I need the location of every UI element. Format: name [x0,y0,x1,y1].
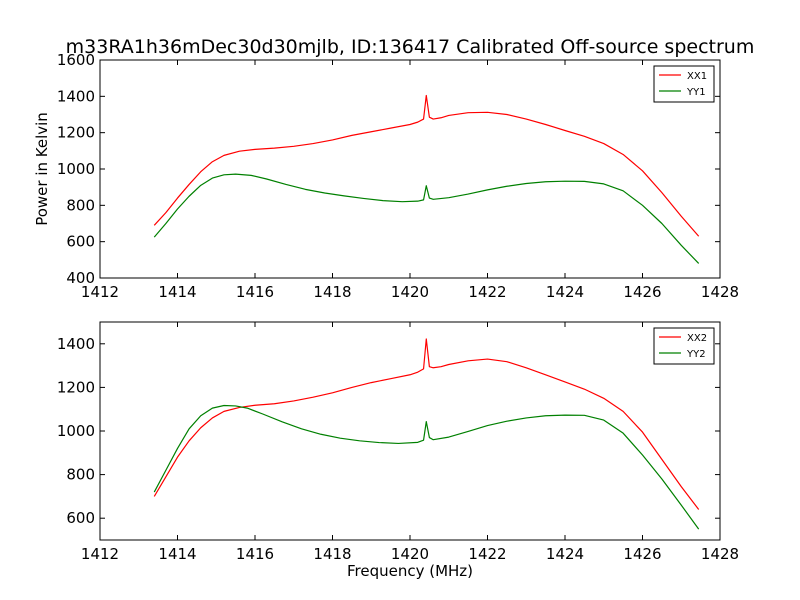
x-tick-label: 1428 [701,283,739,301]
legend-box [653,65,715,103]
legend-label-yy1: YY1 [686,87,706,98]
y-tick-label: 400 [66,269,95,287]
x-tick-label: 1422 [468,283,506,301]
x-tick-label: 1414 [158,545,196,563]
y-tick-label: 600 [66,509,95,527]
y-tick-label: 800 [66,466,95,484]
x-tick-label: 1414 [158,283,196,301]
x-tick-label: 1428 [701,545,739,563]
y-tick-label: 1400 [57,87,95,105]
y-tick-label: 1000 [57,422,95,440]
bottom-panel: Frequency (MHz) 1412 1414 1416 1418 1420 1422… [57,321,739,580]
x-tick-label: 1420 [391,545,429,563]
x-tick-label: 1426 [623,545,661,563]
y-tick-label: 1200 [57,124,95,142]
legend-box [653,327,715,365]
series-line-yy2 [153,404,700,530]
y-tick-label: 800 [66,196,95,214]
x-axis-label: Frequency (MHz) [347,562,473,580]
y-tick-label: 1600 [57,51,95,69]
top-panel: Power in Kelvin 1412 1414 1416 1418 1420 1422… [33,51,739,301]
x-tick-label: 1412 [81,283,119,301]
legend-label-yy2: YY2 [686,349,706,360]
y-tick-label: 600 [66,233,95,251]
series-line-yy1 [153,173,700,264]
legend-label-xx1: XX1 [687,71,707,82]
y-axis-label: Power in Kelvin [33,112,51,226]
x-tick-label: 1424 [546,545,584,563]
series-line-xx2 [153,338,700,510]
x-tick-label: 1420 [391,283,429,301]
x-tick-label: 1424 [546,283,584,301]
y-tick-label: 1400 [57,335,95,353]
y-tick-label: 1200 [57,378,95,396]
y-tick-label: 1000 [57,160,95,178]
x-tick-label: 1418 [313,283,351,301]
x-tick-label: 1416 [236,545,274,563]
x-tick-label: 1416 [236,283,274,301]
x-tick-label: 1426 [623,283,661,301]
x-tick-label: 1412 [81,545,119,563]
x-tick-label: 1418 [313,545,351,563]
chart-title: m33RA1h36mDec30d30mjlb, ID:136417 Calibr… [66,36,755,58]
legend-label-xx2: XX2 [687,333,707,344]
series-line-xx1 [153,94,700,237]
x-tick-label: 1422 [468,545,506,563]
